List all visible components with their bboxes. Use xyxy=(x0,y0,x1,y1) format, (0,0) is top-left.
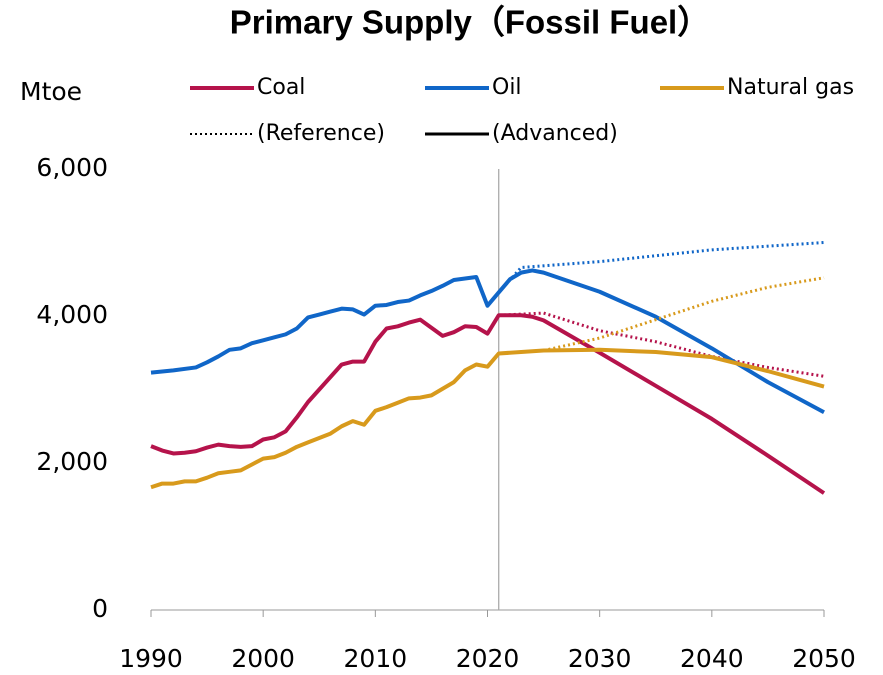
x-tick-label: 1990 xyxy=(119,644,183,673)
series-line xyxy=(150,268,825,415)
legend-label: Oil xyxy=(492,75,522,100)
x-tick-label: 2030 xyxy=(568,644,632,673)
y-tick-label: 0 xyxy=(92,594,108,623)
x-tick-label: 2050 xyxy=(792,644,856,673)
chart-title: Primary Supply（Fossil Fuel） xyxy=(230,4,710,41)
legend-label: Coal xyxy=(257,75,305,100)
y-tick-label: 6,000 xyxy=(36,153,108,182)
x-tick-label: 2040 xyxy=(680,644,744,673)
series-line xyxy=(150,347,825,490)
reference-line xyxy=(498,311,825,378)
series-line xyxy=(150,313,826,495)
legend-label: (Advanced) xyxy=(492,121,618,146)
legend-label: (Reference) xyxy=(257,121,385,146)
y-axis-label: Mtoe xyxy=(20,77,82,106)
y-tick-label: 4,000 xyxy=(36,300,108,329)
legend-label: Natural gas xyxy=(727,75,854,100)
x-tick-label: 2000 xyxy=(231,644,295,673)
y-tick-label: 2,000 xyxy=(36,447,108,476)
x-tick-label: 2020 xyxy=(456,644,520,673)
reference-line xyxy=(498,276,825,355)
x-tick-label: 2010 xyxy=(344,644,408,673)
